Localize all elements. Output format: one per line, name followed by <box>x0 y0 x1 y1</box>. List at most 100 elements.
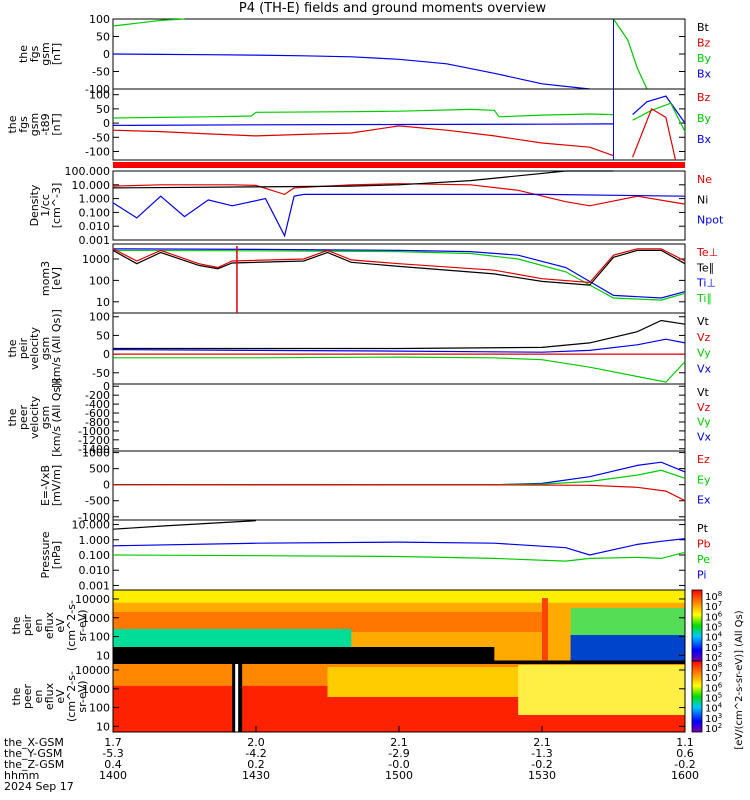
series-line-Bz <box>632 108 677 161</box>
data-gap <box>235 661 239 732</box>
legend-entry: Bt <box>697 21 710 34</box>
y-tick-label: 0 <box>103 479 110 492</box>
y-tick-label: 0.001 <box>79 234 111 247</box>
y-tick-label: -1000 <box>78 425 110 438</box>
y-tick-label: 50 <box>96 103 110 116</box>
legend-entry: Bz <box>697 91 711 104</box>
y-axis-label: the <box>6 115 19 133</box>
y-tick-label: -600 <box>85 407 110 420</box>
y-tick-label: 10 <box>96 649 110 662</box>
legend-entry: Vt <box>697 386 710 399</box>
y-axis-label: velocity <box>28 396 41 439</box>
series-line-Vt <box>113 319 686 350</box>
y-tick-label: 0 <box>103 348 110 361</box>
y-axis-label: velocity <box>28 327 41 370</box>
panel-7: 1000 500 0 -500 -1000 E=-VxB[mV/m] Ez Ey Ex <box>39 447 711 524</box>
y-axis-label: [nT] <box>50 113 63 135</box>
y-tick-label: 50 <box>96 329 110 342</box>
series-line-Ez <box>112 484 686 502</box>
y-tick-label: 10 <box>96 720 110 733</box>
panel-6: 0-200-400-600-800-1000-1200-1400 thepeerv… <box>6 378 712 457</box>
y-tick-label: 100 <box>89 13 110 26</box>
legend-entry: Te∥ <box>696 261 714 274</box>
legend-entry: Vt <box>697 315 710 328</box>
x-tick-label: 1530 <box>528 769 556 782</box>
y-tick-label: -100 <box>85 83 110 96</box>
y-axis-label: (cm^2-s- <box>65 600 78 651</box>
y-axis-label: -t89 <box>39 113 52 135</box>
y-axis-label: sr-eV) <box>76 609 89 641</box>
panel-8: 10.000 1.000 0.100 0.010 0.001 Pressure[nPa] P… <box>39 519 711 593</box>
x-tick-label: -4.2 <box>245 747 266 760</box>
y-axis-label: en <box>32 619 45 633</box>
y-tick-label: -1000 <box>78 511 110 524</box>
y-axis-label: eflux <box>43 611 56 639</box>
axes-box <box>112 18 686 90</box>
legend-entry: Pt <box>697 522 709 535</box>
y-axis-label: Pressure <box>39 531 52 578</box>
data-gap <box>113 661 685 664</box>
axes-box <box>112 170 686 241</box>
y-tick-label: 100.000 <box>65 165 111 178</box>
y-tick-label: 10.000 <box>72 179 111 192</box>
x-tick-label: 1430 <box>242 769 270 782</box>
y-axis-label: eV <box>54 689 67 704</box>
y-axis-label: gsm <box>39 406 52 429</box>
x-row-label: the_Y-GSM <box>4 747 62 760</box>
series-line-Ti⊥ <box>112 248 686 299</box>
y-tick-label: 10 <box>96 296 110 309</box>
y-axis-label: gsm <box>28 113 41 136</box>
legend-entry: Pi <box>697 569 706 582</box>
y-axis-label: mom3 <box>39 261 52 296</box>
x-tick-label: 0.6 <box>676 747 694 760</box>
spectrogram <box>113 590 685 661</box>
spectrogram-band <box>542 598 548 661</box>
y-tick-label: -100 <box>85 145 110 158</box>
series-line-Bz <box>112 125 614 157</box>
y-axis-label: Density <box>28 184 41 226</box>
series-line-Ex <box>113 461 686 486</box>
legend-entry: Bz <box>697 37 711 50</box>
y-axis-label: sr-eV) <box>76 680 89 712</box>
x-tick-label: -5.3 <box>102 747 123 760</box>
y-axis-label: [nPa] <box>50 541 63 569</box>
y-axis-label: E=-VxB <box>39 465 52 506</box>
series-line-Te⊥ <box>112 248 686 284</box>
series-line-Bx <box>112 53 590 90</box>
series-line-By <box>112 18 185 27</box>
series-line-Npot <box>112 193 686 238</box>
series-line-Bx <box>632 95 686 124</box>
plot-title: P4 (TH-E) fields and ground moments over… <box>238 1 547 16</box>
y-axis-label: [eV] <box>50 267 63 290</box>
legend-entry: Ne <box>697 173 712 186</box>
y-tick-label: 100 <box>89 274 110 287</box>
colorbar-tick-label: 102 <box>705 722 722 735</box>
y-tick-label: 100 <box>89 631 110 644</box>
y-tick-label: 1000 <box>82 253 110 266</box>
y-tick-label: 0 <box>103 48 110 61</box>
x-tick-label: -0.0 <box>388 758 409 771</box>
x-tick-label: 0.4 <box>104 758 122 771</box>
y-axis-label: [km/s (All Qs)] <box>50 309 63 388</box>
legend-entry: Ez <box>697 453 710 466</box>
x-tick-label: -0.2 <box>531 758 552 771</box>
legend-entry: Pb <box>697 538 711 551</box>
axes-box <box>112 243 686 314</box>
y-tick-label: 1.000 <box>79 534 111 547</box>
series-line-By <box>112 108 614 119</box>
y-tick-label: 1.000 <box>79 193 111 206</box>
date-label: 2024 Sep 17 <box>4 780 74 793</box>
y-tick-label: 100 <box>89 89 110 102</box>
spectrogram <box>113 661 685 732</box>
colorbar-strip <box>691 660 703 733</box>
legend-entry: Ey <box>697 473 711 486</box>
x-row-label: the_Z-GSM <box>4 758 64 771</box>
spectrogram-band <box>113 590 685 603</box>
y-tick-label: 0.001 <box>79 579 111 592</box>
series-line-Ni <box>112 170 614 189</box>
legend-entry: Vz <box>697 331 711 344</box>
